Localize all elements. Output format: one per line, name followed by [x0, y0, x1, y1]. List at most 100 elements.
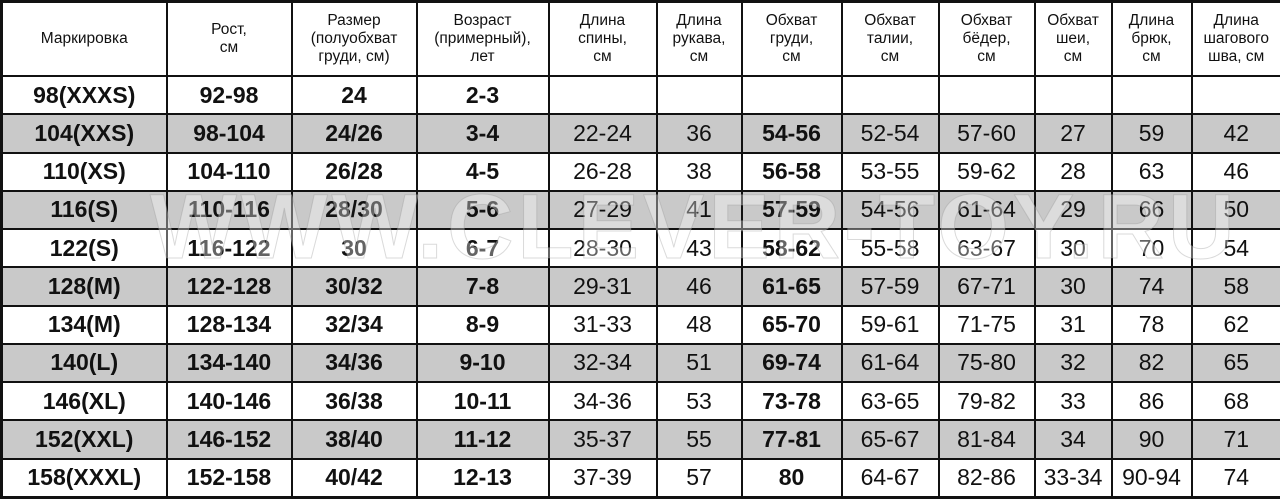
table-cell: 158(XXXL)	[0, 457, 168, 499]
column-header: Размер (полуобхват груди, см)	[290, 0, 418, 77]
table-cell	[655, 74, 743, 116]
table-cell	[547, 74, 658, 116]
column-header: Возраст (примерный), лет	[415, 0, 550, 77]
table-cell: 26/28	[290, 151, 418, 192]
table-cell: 116-122	[165, 228, 293, 269]
table-cell: 104-110	[165, 151, 293, 192]
column-header: Обхват бёдер, см	[937, 0, 1036, 77]
table-cell: 74	[1110, 266, 1193, 307]
table-row: 140(L) 134-140 34/36 9-10 32-34 51 69-74 61-64 7…	[0, 342, 1280, 384]
table-row: 104(XXS) 98-104 24/26 3-4 22-24 36 54-56 52-54 5…	[0, 113, 1280, 154]
table-cell: 140-146	[165, 381, 293, 422]
table-cell: 36/38	[290, 381, 418, 422]
table-cell: 34-36	[547, 381, 658, 422]
table-cell: 30	[1033, 266, 1113, 307]
table-cell: 30	[290, 228, 418, 269]
table-cell: 26-28	[547, 151, 658, 192]
table-cell: 82-86	[937, 457, 1036, 499]
table-cell: 31-33	[547, 304, 658, 345]
table-cell: 79-82	[937, 381, 1036, 422]
table-cell: 57-59	[740, 189, 843, 231]
table-cell: 55	[655, 419, 743, 460]
table-cell: 61-64	[840, 342, 940, 384]
column-header: Длина спины, см	[547, 0, 658, 77]
table-cell: 110-116	[165, 189, 293, 231]
column-header: Маркировка	[0, 0, 168, 77]
table-cell: 24/26	[290, 113, 418, 154]
table-cell: 38/40	[290, 419, 418, 460]
column-header: Рост, см	[165, 0, 293, 77]
table-cell: 61-64	[937, 189, 1036, 231]
table-cell: 59-62	[937, 151, 1036, 192]
table-cell: 46	[1190, 151, 1280, 192]
table-cell: 69-74	[740, 342, 843, 384]
table-cell: 56-58	[740, 151, 843, 192]
table-cell: 110(XS)	[0, 151, 168, 192]
table-cell: 28/30	[290, 189, 418, 231]
table-cell	[1190, 74, 1280, 116]
table-cell: 134-140	[165, 342, 293, 384]
table-cell: 71-75	[937, 304, 1036, 345]
table-cell: 58	[1190, 266, 1280, 307]
table-cell: 28-30	[547, 228, 658, 269]
table-cell: 24	[290, 74, 418, 116]
table-row: 158(XXXL) 152-158 40/42 12-13 37-39 57 80 64-67…	[0, 457, 1280, 499]
table-cell: 38	[655, 151, 743, 192]
table-row: 134(M) 128-134 32/34 8-9 31-33 48 65-70 59-61 71…	[0, 304, 1280, 345]
table-cell: 140(L)	[0, 342, 168, 384]
table-cell: 22-24	[547, 113, 658, 154]
table-cell: 59-61	[840, 304, 940, 345]
table-cell: 32	[1033, 342, 1113, 384]
table-cell: 116(S)	[0, 189, 168, 231]
table-cell: 27-29	[547, 189, 658, 231]
table-cell: 35-37	[547, 419, 658, 460]
table-cell: 54-56	[840, 189, 940, 231]
header-row: Маркировка Рост, см Размер (полуобхват гру…	[0, 0, 1280, 77]
table-row: 122(S) 116-122 30 6-7 28-30 43 58-62 55-58 63-67…	[0, 228, 1280, 269]
table-cell: 12-13	[415, 457, 550, 499]
table-cell: 73-78	[740, 381, 843, 422]
table-cell: 54-56	[740, 113, 843, 154]
table-cell: 11-12	[415, 419, 550, 460]
table-cell: 104(XXS)	[0, 113, 168, 154]
table-cell: 32/34	[290, 304, 418, 345]
table-cell: 5-6	[415, 189, 550, 231]
column-header: Длина шагового шва, см	[1190, 0, 1280, 77]
table-cell: 81-84	[937, 419, 1036, 460]
table-cell: 57-59	[840, 266, 940, 307]
table-cell: 74	[1190, 457, 1280, 499]
table-cell: 55-58	[840, 228, 940, 269]
column-header: Длина брюк, см	[1110, 0, 1193, 77]
table-cell	[1110, 74, 1193, 116]
table-cell: 58-62	[740, 228, 843, 269]
table-cell: 128(M)	[0, 266, 168, 307]
table-cell: 33-34	[1033, 457, 1113, 499]
column-header: Обхват шеи, см	[1033, 0, 1113, 77]
table-row: 128(M) 122-128 30/32 7-8 29-31 46 61-65 57-59 67…	[0, 266, 1280, 307]
column-header: Обхват груди, см	[740, 0, 843, 77]
table-cell: 41	[655, 189, 743, 231]
table-cell: 90	[1110, 419, 1193, 460]
table-cell: 59	[1110, 113, 1193, 154]
table-cell: 61-65	[740, 266, 843, 307]
table-cell: 146-152	[165, 419, 293, 460]
table-cell: 90-94	[1110, 457, 1193, 499]
table-cell: 122-128	[165, 266, 293, 307]
table-cell: 66	[1110, 189, 1193, 231]
table-cell: 31	[1033, 304, 1113, 345]
table-cell: 70	[1110, 228, 1193, 269]
table-cell: 52-54	[840, 113, 940, 154]
table-cell: 71	[1190, 419, 1280, 460]
table-cell: 134(M)	[0, 304, 168, 345]
table-cell: 146(XL)	[0, 381, 168, 422]
table-cell: 33	[1033, 381, 1113, 422]
table-cell: 50	[1190, 189, 1280, 231]
table-cell: 53-55	[840, 151, 940, 192]
table-cell: 65	[1190, 342, 1280, 384]
table-row: 98(XXXS) 92-98 24 2-3	[0, 74, 1280, 116]
table-cell: 28	[1033, 151, 1113, 192]
column-header: Обхват талии, см	[840, 0, 940, 77]
table-row: 110(XS) 104-110 26/28 4-5 26-28 38 56-58 53-55 5…	[0, 151, 1280, 192]
table-cell: 63-65	[840, 381, 940, 422]
